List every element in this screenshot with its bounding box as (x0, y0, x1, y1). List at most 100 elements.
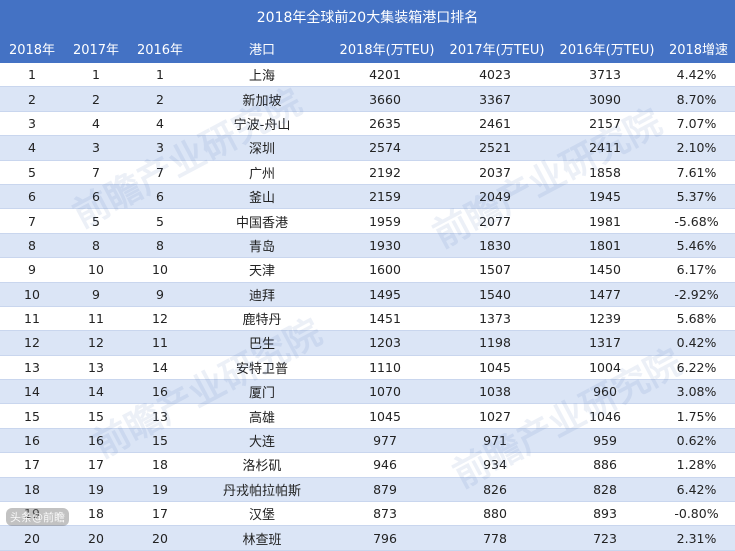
rank-2017-cell: 16 (64, 428, 128, 454)
teu-2017-cell: 1027 (442, 403, 552, 429)
teu-2016-cell: 2157 (552, 111, 662, 137)
rank-2016-cell: 18 (128, 452, 192, 478)
table-row: 10 9 9 迪拜 1495 1540 1477 -2.92% (0, 282, 735, 307)
rank-2017-cell: 7 (64, 160, 128, 185)
rank-2016-cell: 12 (128, 306, 192, 332)
rank-2018-cell: 5 (0, 160, 64, 185)
growth-2018-cell: -2.92% (662, 282, 735, 307)
teu-2016-cell: 886 (552, 452, 662, 478)
rank-2018-cell: 9 (0, 257, 64, 283)
teu-2016-cell: 1477 (552, 282, 662, 307)
column-header: 港口 (192, 34, 332, 63)
rank-2017-cell: 1 (64, 63, 128, 88)
rank-2016-cell: 6 (128, 184, 192, 210)
table-row: 4 3 3 深圳 2574 2521 2411 2.10% (0, 135, 735, 161)
teu-2018-cell: 873 (332, 501, 442, 527)
teu-2018-cell: 946 (332, 452, 442, 478)
teu-2018-cell: 2635 (332, 111, 442, 137)
teu-2018-cell: 1203 (332, 330, 442, 356)
port-name-cell: 鹿特丹 (192, 306, 332, 332)
growth-2018-cell: 4.42% (662, 63, 735, 88)
table-title: 2018年全球前20大集装箱港口排名 (0, 0, 735, 34)
rank-2018-cell: 6 (0, 184, 64, 210)
teu-2017-cell: 4023 (442, 63, 552, 88)
rank-2017-cell: 8 (64, 233, 128, 259)
rank-2016-cell: 2 (128, 86, 192, 112)
rank-2018-cell: 10 (0, 282, 64, 307)
rank-2018-cell: 15 (0, 403, 64, 429)
teu-2018-cell: 2192 (332, 160, 442, 185)
teu-2016-cell: 893 (552, 501, 662, 527)
teu-2017-cell: 1830 (442, 233, 552, 259)
port-name-cell: 釜山 (192, 184, 332, 210)
port-name-cell: 洛杉矶 (192, 452, 332, 478)
teu-2017-cell: 2077 (442, 208, 552, 234)
rank-2016-cell: 5 (128, 208, 192, 234)
rank-2017-cell: 13 (64, 355, 128, 381)
rank-2016-cell: 3 (128, 135, 192, 161)
table-row: 5 7 7 广州 2192 2037 1858 7.61% (0, 160, 735, 185)
rank-2018-cell: 4 (0, 135, 64, 161)
growth-2018-cell: 1.75% (662, 403, 735, 429)
rank-2016-cell: 14 (128, 355, 192, 381)
port-name-cell: 丹戎帕拉帕斯 (192, 477, 332, 503)
rank-2017-cell: 10 (64, 257, 128, 283)
teu-2018-cell: 879 (332, 477, 442, 503)
rank-2016-cell: 8 (128, 233, 192, 259)
rank-2016-cell: 4 (128, 111, 192, 137)
teu-2018-cell: 1045 (332, 403, 442, 429)
port-name-cell: 青岛 (192, 233, 332, 259)
table-row: 15 15 13 高雄 1045 1027 1046 1.75% (0, 403, 735, 429)
teu-2018-cell: 1451 (332, 306, 442, 332)
teu-2017-cell: 1198 (442, 330, 552, 356)
header-row: 2018年 2017年 2016年 港口 2018年(万TEU) 2017年(万TEU) 2… (0, 34, 735, 63)
table-row: 1 1 1 上海 4201 4023 3713 4.42% (0, 63, 735, 88)
corner-watermark: 头条@前瞻 (6, 508, 69, 526)
rank-2017-cell: 2 (64, 86, 128, 112)
table-row: 8 8 8 青岛 1930 1830 1801 5.46% (0, 233, 735, 259)
teu-2018-cell: 3660 (332, 86, 442, 112)
table-row: 14 14 16 厦门 1070 1038 960 3.08% (0, 379, 735, 405)
teu-2017-cell: 2461 (442, 111, 552, 137)
teu-2016-cell: 2411 (552, 135, 662, 161)
rank-2018-cell: 13 (0, 355, 64, 381)
teu-2017-cell: 2049 (442, 184, 552, 210)
teu-2016-cell: 959 (552, 428, 662, 454)
rank-2017-cell: 3 (64, 135, 128, 161)
rank-2017-cell: 11 (64, 306, 128, 332)
teu-2016-cell: 1317 (552, 330, 662, 356)
rank-2017-cell: 5 (64, 208, 128, 234)
port-name-cell: 新加坡 (192, 86, 332, 112)
teu-2017-cell: 1045 (442, 355, 552, 381)
rank-2016-cell: 11 (128, 330, 192, 356)
rank-2018-cell: 14 (0, 379, 64, 405)
rank-2018-cell: 12 (0, 330, 64, 356)
teu-2017-cell: 1540 (442, 282, 552, 307)
teu-2018-cell: 1930 (332, 233, 442, 259)
table-row: 12 12 11 巴生 1203 1198 1317 0.42% (0, 330, 735, 356)
port-name-cell: 广州 (192, 160, 332, 185)
teu-2016-cell: 3090 (552, 86, 662, 112)
growth-2018-cell: 6.42% (662, 477, 735, 503)
teu-2017-cell: 3367 (442, 86, 552, 112)
teu-2017-cell: 1038 (442, 379, 552, 405)
table-row: 11 11 12 鹿特丹 1451 1373 1239 5.68% (0, 306, 735, 332)
rank-2016-cell: 16 (128, 379, 192, 405)
table-row: 18 19 19 丹戎帕拉帕斯 879 826 828 6.42% (0, 477, 735, 503)
port-name-cell: 高雄 (192, 403, 332, 429)
teu-2016-cell: 1239 (552, 306, 662, 332)
growth-2018-cell: 2.10% (662, 135, 735, 161)
teu-2017-cell: 880 (442, 501, 552, 527)
growth-2018-cell: 7.61% (662, 160, 735, 185)
rank-2017-cell: 14 (64, 379, 128, 405)
port-name-cell: 巴生 (192, 330, 332, 356)
rank-2017-cell: 15 (64, 403, 128, 429)
teu-2018-cell: 977 (332, 428, 442, 454)
port-ranking-table: 2018年 2017年 2016年 港口 2018年(万TEU) 2017年(万TEU) 2… (0, 34, 735, 551)
port-name-cell: 天津 (192, 257, 332, 283)
growth-2018-cell: 0.62% (662, 428, 735, 454)
teu-2016-cell: 1858 (552, 160, 662, 185)
growth-2018-cell: 5.68% (662, 306, 735, 332)
rank-2017-cell: 18 (64, 501, 128, 527)
